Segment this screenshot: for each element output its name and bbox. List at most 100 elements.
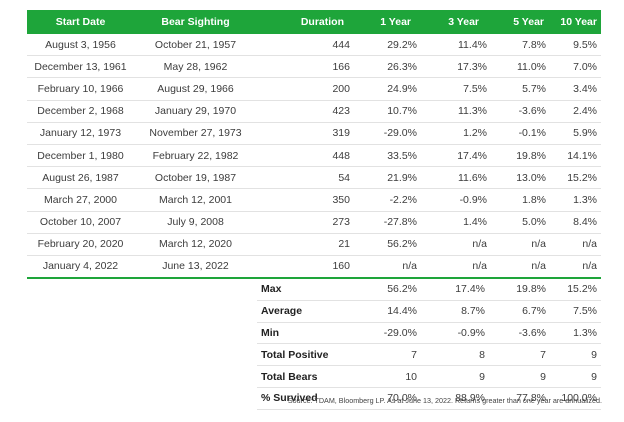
- summary-spacer: [27, 278, 134, 300]
- one-year-cell: -2.2%: [354, 188, 421, 212]
- bear-sighting-cell: August 29, 1966: [134, 77, 257, 101]
- summary-row: Min -29.0% -0.9% -3.6% 1.3%: [27, 322, 601, 345]
- summary-label: Average: [257, 300, 354, 323]
- one-year-cell: -27.8%: [354, 211, 421, 234]
- summary-label: Max: [257, 278, 354, 301]
- summary-value: 15.2%: [550, 278, 601, 301]
- five-year-cell: 5.0%: [489, 211, 550, 234]
- bear-sighting-cell: June 13, 2022: [134, 255, 257, 280]
- five-year-cell: 5.7%: [489, 77, 550, 101]
- ten-year-cell: 15.2%: [550, 166, 601, 190]
- ten-year-cell: 2.4%: [550, 100, 601, 123]
- five-year-cell: 19.8%: [489, 144, 550, 168]
- ten-year-cell: 1.3%: [550, 188, 601, 212]
- one-year-cell: 33.5%: [354, 144, 421, 168]
- summary-spacer: [27, 322, 134, 344]
- summary-value: 10: [354, 365, 421, 389]
- one-year-cell: 21.9%: [354, 166, 421, 190]
- three-year-cell: n/a: [421, 233, 489, 256]
- start-date-cell: January 4, 2022: [27, 255, 134, 280]
- start-date-cell: August 3, 1956: [27, 34, 134, 57]
- three-year-cell: 1.4%: [421, 211, 489, 234]
- bear-sighting-cell: November 27, 1973: [134, 122, 257, 145]
- header-start-date: Start Date: [27, 10, 134, 34]
- bear-sighting-cell: March 12, 2001: [134, 188, 257, 212]
- start-date-cell: December 2, 1968: [27, 100, 134, 123]
- duration-cell: 423: [257, 100, 354, 123]
- summary-row: Total Bears 10 9 9 9: [27, 365, 601, 389]
- summary-value: 8: [421, 343, 489, 367]
- one-year-cell: n/a: [354, 255, 421, 280]
- header-10-year: 10 Year: [550, 10, 601, 34]
- five-year-cell: -3.6%: [489, 100, 550, 123]
- three-year-cell: n/a: [421, 255, 489, 280]
- summary-value: 100.0%: [550, 387, 601, 410]
- three-year-cell: 1.2%: [421, 122, 489, 145]
- one-year-cell: -29.0%: [354, 122, 421, 145]
- header-5-year: 5 Year: [489, 10, 550, 34]
- ten-year-cell: n/a: [550, 233, 601, 256]
- duration-cell: 448: [257, 144, 354, 168]
- start-date-cell: February 20, 2020: [27, 233, 134, 256]
- five-year-cell: n/a: [489, 233, 550, 256]
- bear-sighting-cell: March 12, 2020: [134, 233, 257, 256]
- summary-row: % Survived 70.0% 88.9% 77.8% 100.0%: [27, 387, 601, 410]
- bear-market-table-container: Start Date Bear Sighting Duration 1 Year…: [27, 10, 601, 410]
- start-date-cell: January 12, 1973: [27, 122, 134, 145]
- table-row: December 2, 1968 January 29, 1970 423 10.7%…: [27, 100, 601, 123]
- table-row: March 27, 2000 March 12, 2001 350 -2.2% -0.9…: [27, 188, 601, 212]
- three-year-cell: 11.3%: [421, 100, 489, 123]
- table-row: January 12, 1973 November 27, 1973 319 -29.…: [27, 122, 601, 145]
- table-row: October 10, 2007 July 9, 2008 273 -27.8% 1.4…: [27, 211, 601, 234]
- summary-spacer: [134, 388, 257, 410]
- summary-value: -29.0%: [354, 322, 421, 345]
- bear-sighting-cell: July 9, 2008: [134, 211, 257, 234]
- summary-label: Min: [257, 322, 354, 345]
- start-date-cell: December 1, 1980: [27, 144, 134, 168]
- ten-year-cell: 9.5%: [550, 34, 601, 57]
- three-year-cell: 7.5%: [421, 77, 489, 101]
- bear-sighting-cell: October 21, 1957: [134, 34, 257, 57]
- summary-row: Average 14.4% 8.7% 6.7% 7.5%: [27, 300, 601, 323]
- three-year-cell: 11.4%: [421, 34, 489, 57]
- ten-year-cell: 14.1%: [550, 144, 601, 168]
- table-row: August 26, 1987 October 19, 1987 54 21.9% 11…: [27, 166, 601, 190]
- duration-cell: 21: [257, 233, 354, 256]
- one-year-cell: 24.9%: [354, 77, 421, 101]
- summary-value: 8.7%: [421, 300, 489, 323]
- summary-spacer: [27, 344, 134, 366]
- one-year-cell: 56.2%: [354, 233, 421, 256]
- three-year-cell: 17.3%: [421, 55, 489, 79]
- source-note: Source: TDAM, Bloomberg LP. As at June 1…: [287, 396, 602, 405]
- summary-body: Max 56.2% 17.4% 19.8% 15.2% Average 14.4% 8.7% 6…: [27, 278, 601, 410]
- bear-market-table: Start Date Bear Sighting Duration 1 Year…: [27, 10, 601, 410]
- summary-value: 56.2%: [354, 278, 421, 301]
- summary-row: Total Positive 7 8 7 9: [27, 343, 601, 367]
- start-date-cell: December 13, 1961: [27, 55, 134, 79]
- one-year-cell: 10.7%: [354, 100, 421, 123]
- table-row: February 20, 2020 March 12, 2020 21 56.2% n/…: [27, 233, 601, 256]
- five-year-cell: 7.8%: [489, 34, 550, 57]
- start-date-cell: August 26, 1987: [27, 166, 134, 190]
- summary-value: 88.9%: [421, 387, 489, 410]
- table-body: August 3, 1956 October 21, 1957 444 29.2% 11…: [27, 34, 601, 280]
- summary-value: 77.8%: [489, 387, 550, 410]
- summary-value: 9: [550, 365, 601, 389]
- summary-value: 17.4%: [421, 278, 489, 301]
- ten-year-cell: 8.4%: [550, 211, 601, 234]
- summary-label: % Survived: [257, 387, 354, 410]
- summary-spacer: [134, 322, 257, 344]
- duration-cell: 200: [257, 77, 354, 101]
- three-year-cell: -0.9%: [421, 188, 489, 212]
- summary-value: 70.0%: [354, 387, 421, 410]
- summary-label: Total Bears: [257, 365, 354, 389]
- table-row: December 13, 1961 May 28, 1962 166 26.3% 17.…: [27, 55, 601, 79]
- header-bear-sighting: Bear Sighting: [134, 10, 257, 34]
- summary-value: 7: [354, 343, 421, 367]
- table-row: December 1, 1980 February 22, 1982 448 33.5…: [27, 144, 601, 168]
- five-year-cell: 1.8%: [489, 188, 550, 212]
- ten-year-cell: 3.4%: [550, 77, 601, 101]
- summary-value: 1.3%: [550, 322, 601, 345]
- bear-sighting-cell: January 29, 1970: [134, 100, 257, 123]
- start-date-cell: October 10, 2007: [27, 211, 134, 234]
